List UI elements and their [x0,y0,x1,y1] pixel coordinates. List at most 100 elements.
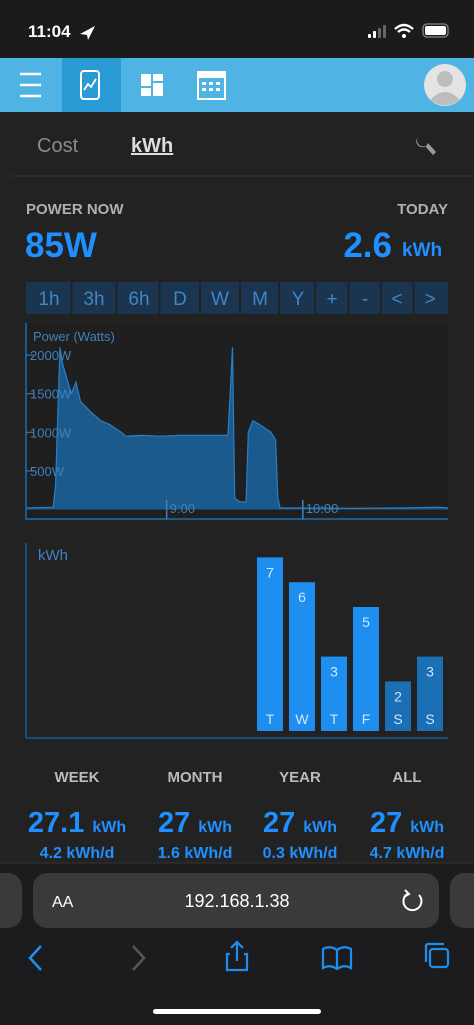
summary-total: 27.1 kWh [28,807,126,839]
range-button-label[interactable]: 1h [38,289,59,310]
bar-value-label: 6 [298,589,306,605]
range-button-label[interactable]: + [326,289,337,310]
kwh-chart-title: kWh [38,547,68,564]
range-button[interactable] [382,282,413,314]
tabs-button[interactable] [424,942,450,969]
address-bar[interactable] [33,873,439,928]
summary-rate: 4.7 kWh/d [370,845,445,862]
range-button-label[interactable]: 3h [83,289,104,310]
bookmarks-button[interactable] [321,946,353,971]
y-tick-label: 1500W [30,387,72,402]
range-button-label[interactable]: 6h [128,289,149,310]
range-button[interactable] [349,282,381,314]
bar [417,656,443,731]
bar [289,582,315,731]
summary-total: 27 kWh [370,807,444,839]
bar-category-label: S [425,711,434,727]
battery-level [425,26,446,35]
range-button[interactable] [72,282,116,314]
live-icon[interactable] [80,70,100,100]
summary-unit: kWh [303,819,337,836]
bar [321,656,347,731]
back-button[interactable] [28,945,42,971]
summary-value: 27 [370,807,402,839]
bar-value-label: 3 [426,664,434,680]
text-size-button[interactable]: AA [52,894,74,911]
home-indicator [153,1009,321,1014]
bar-category-label: W [295,711,309,727]
bar-value-label: 2 [394,688,402,704]
summary-label: YEAR [279,769,321,786]
bar [385,681,411,731]
summary-value: 27 [263,807,295,839]
share-button[interactable] [225,940,249,972]
power-line [25,347,449,510]
bar-category-label: F [362,711,371,727]
x-tick-label: 10:00 [306,501,339,516]
range-button[interactable] [26,282,71,314]
range-button-label[interactable]: M [252,289,268,310]
range-button[interactable] [316,282,348,314]
range-button[interactable] [201,282,239,314]
power-now-label: POWER NOW [26,201,124,218]
clock: 11:04 [28,22,71,41]
summary-unit: kWh [198,819,232,836]
bar-value-label: 5 [362,614,370,630]
location-icon [80,26,95,40]
range-button-label[interactable]: W [211,289,229,310]
today-unit: kWh [402,240,442,261]
reload-arrow [403,889,411,898]
settings-icon[interactable] [416,137,436,155]
summary-rate: 4.2 kWh/d [40,845,115,862]
y-tick-label: 1000W [30,425,72,440]
power-chart-title: Power (Watts) [33,329,115,344]
range-button[interactable] [117,282,159,314]
summary-value: 27.1 [28,807,84,839]
summary-label: MONTH [168,769,223,786]
menu-icon[interactable] [20,72,41,98]
wifi-dot [402,34,406,38]
range-button-label[interactable]: Y [292,289,305,310]
range-button-label[interactable]: D [173,289,187,310]
power-now-value: 85W [25,226,97,265]
bar [257,557,283,731]
today-value: 2.6 [343,226,392,265]
wifi-icon [394,23,414,33]
reload-icon[interactable] [402,893,423,912]
y-tick-label: 2000W [30,348,72,363]
summary-total: 27 kWh [158,807,232,839]
bar-value-label: 3 [330,664,338,680]
range-button-label[interactable]: - [362,289,368,310]
forward-button[interactable] [132,945,146,971]
tab-cost[interactable]: Cost [37,135,79,157]
power-area [26,347,448,510]
next-tab-pill[interactable] [450,873,474,928]
summary-unit: kWh [410,819,444,836]
range-button-label[interactable]: > [424,289,435,310]
prev-tab-pill[interactable] [0,873,22,928]
y-tick-label: 500W [30,464,65,479]
tab-kwh[interactable]: kWh [131,135,173,157]
battery-icon [422,23,449,38]
dashboard-icon[interactable] [141,74,163,96]
summary-total: 27 kWh [263,807,337,839]
summary-label: WEEK [55,769,100,786]
summary-label: ALL [392,769,421,786]
range-button[interactable] [414,282,449,314]
range-button[interactable] [160,282,200,314]
bar-category-label: T [330,711,339,727]
summary-unit: kWh [92,819,126,836]
signal-icon [368,25,386,38]
range-button[interactable] [241,282,278,314]
range-button[interactable] [280,282,314,314]
today-label: TODAY [397,201,448,218]
summary-rate: 0.3 kWh/d [263,845,338,862]
range-button-label[interactable]: < [391,289,402,310]
calendar-icon[interactable] [197,71,226,100]
avatar[interactable] [424,64,466,106]
x-tick-label: 9:00 [170,501,195,516]
url[interactable]: 192.168.1.38 [184,891,289,911]
summary-rate: 1.6 kWh/d [158,845,233,862]
